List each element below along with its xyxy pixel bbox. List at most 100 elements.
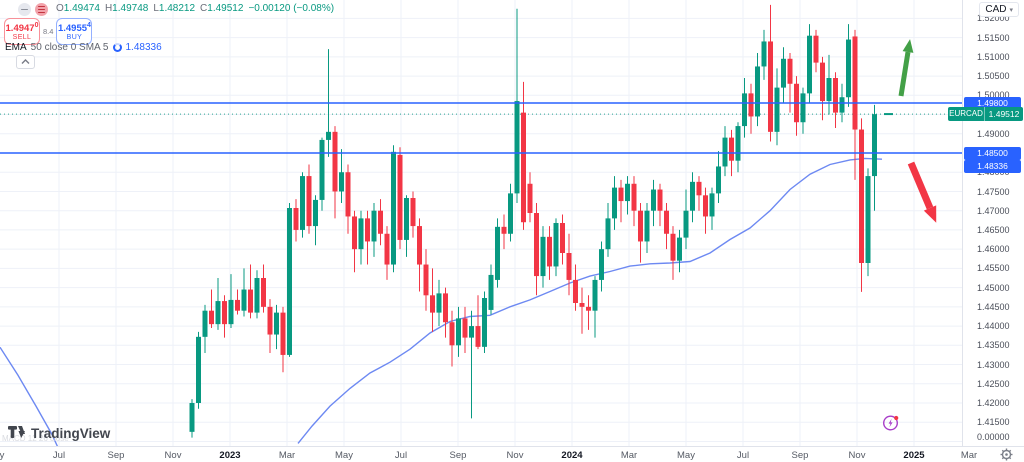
time-axis-label: 2023 bbox=[219, 450, 241, 461]
indicator-name: EMA bbox=[5, 42, 27, 53]
candle-body bbox=[514, 101, 520, 194]
candle-body bbox=[709, 193, 715, 217]
candle-body bbox=[319, 139, 325, 200]
candle-body bbox=[371, 210, 377, 242]
candle-body bbox=[423, 264, 429, 296]
time-axis[interactable]: y Jul Sep Nov 2023 Mar May Jul Sep Nov 2024 Mar May J… bbox=[0, 446, 1024, 462]
candle-body bbox=[462, 318, 468, 338]
price-axis[interactable]: 1.52000 1.51500 1.51000 1.50500 1.50000 1.490… bbox=[962, 0, 1024, 446]
currency-value: CAD bbox=[985, 4, 1007, 15]
symbol-row-icons bbox=[18, 3, 48, 16]
candle-body bbox=[638, 210, 643, 242]
trend-arrow-up-head bbox=[902, 39, 914, 53]
level-price-badge-1[interactable]: 1.49800 bbox=[964, 96, 1021, 110]
candle-body bbox=[859, 129, 864, 263]
candle-body bbox=[781, 58, 786, 88]
axis-settings-gear-icon[interactable] bbox=[1000, 448, 1013, 461]
ema-line bbox=[297, 157, 883, 444]
candle-body bbox=[209, 310, 214, 325]
price-axis-label: 1.43500 bbox=[977, 340, 1010, 351]
candle-body bbox=[774, 87, 780, 132]
candle-body bbox=[566, 253, 572, 280]
candle-body bbox=[410, 198, 416, 227]
collapse-circle-icon[interactable] bbox=[18, 3, 31, 16]
candle-body bbox=[742, 93, 747, 127]
trend-arrow-down bbox=[907, 161, 934, 210]
trend-arrow-down-head bbox=[923, 205, 937, 223]
candle-body bbox=[612, 187, 617, 219]
candle-body bbox=[872, 114, 877, 177]
spread-value: 8.4 bbox=[43, 27, 54, 36]
candle-body bbox=[768, 41, 773, 132]
time-axis-label: Jul bbox=[736, 450, 750, 461]
candle-body bbox=[820, 62, 825, 102]
candle-body bbox=[469, 326, 474, 338]
time-axis-label: Jul bbox=[394, 450, 408, 461]
trend-arrow-up bbox=[898, 51, 911, 97]
candle-body bbox=[748, 93, 754, 117]
candle-body bbox=[274, 312, 279, 335]
candle-body bbox=[202, 310, 208, 337]
tradingview-logo-text: TradingView bbox=[31, 426, 111, 441]
change-value: −0.00120 (−0.08%) bbox=[248, 3, 335, 14]
candle-body bbox=[787, 58, 793, 84]
high-value: 1.49748 bbox=[112, 3, 149, 14]
candle-body bbox=[540, 236, 546, 277]
time-axis-label: Sep bbox=[791, 450, 809, 461]
candle-body bbox=[553, 223, 559, 267]
candle-body bbox=[534, 213, 539, 277]
time-axis-label: May bbox=[677, 450, 695, 461]
buy-button[interactable]: 1.49554 BUY bbox=[56, 18, 93, 45]
candle-body bbox=[579, 303, 585, 307]
menu-circle-icon[interactable] bbox=[35, 3, 48, 16]
buy-price-pip: 4 bbox=[87, 21, 91, 29]
level-price-badge-2[interactable]: 1.48500 bbox=[964, 146, 1021, 160]
candle-body bbox=[248, 289, 253, 313]
trade-buttons: 1.49470 SELL 8.4 1.49554 BUY bbox=[4, 18, 93, 45]
chevron-up-icon bbox=[21, 59, 30, 64]
indicator-params: 50 close 0 SMA 5 bbox=[30, 42, 109, 53]
candle-body bbox=[644, 210, 650, 242]
candle-body bbox=[586, 306, 591, 311]
candle-body bbox=[664, 210, 669, 234]
candle-body bbox=[417, 226, 422, 265]
candle-body bbox=[839, 97, 845, 113]
candle-body bbox=[800, 93, 806, 123]
candle-body bbox=[833, 78, 838, 113]
candle-body bbox=[599, 249, 604, 280]
candle-body bbox=[189, 403, 195, 432]
notification-dot bbox=[894, 415, 899, 421]
candle-body bbox=[761, 41, 767, 67]
candle-body bbox=[527, 183, 533, 213]
candle-body bbox=[449, 322, 455, 346]
candle-body bbox=[384, 233, 390, 265]
time-axis-label: Nov bbox=[164, 450, 182, 461]
candle-body bbox=[430, 295, 435, 313]
candle-body bbox=[397, 154, 403, 240]
candle-body bbox=[391, 151, 396, 265]
buy-price: 1.4955 bbox=[57, 23, 88, 35]
indicator-legend[interactable]: EMA 50 close 0 SMA 5 1.48336 bbox=[5, 42, 162, 53]
candle-body bbox=[865, 176, 871, 263]
tradingview-logo[interactable]: TradingView bbox=[8, 426, 110, 441]
indicator-loading-icon bbox=[112, 43, 122, 52]
chevron-down-icon: ▾ bbox=[1009, 6, 1013, 14]
price-chart-canvas[interactable] bbox=[0, 0, 962, 446]
candle-body bbox=[735, 126, 741, 161]
candle-body bbox=[475, 326, 481, 347]
candle-body bbox=[326, 131, 331, 140]
candle-body bbox=[235, 299, 240, 311]
candle-body bbox=[495, 226, 500, 280]
legend-collapse-button[interactable] bbox=[16, 55, 35, 69]
candle-body bbox=[501, 226, 507, 234]
quick-trade-flash-icon[interactable] bbox=[882, 414, 900, 432]
close-value: 1.49512 bbox=[207, 3, 244, 14]
time-axis-label: 2024 bbox=[561, 450, 583, 461]
time-axis-label: Nov bbox=[848, 450, 866, 461]
price-axis-label: 1.46000 bbox=[977, 244, 1010, 255]
ema-price-badge: 1.48336 bbox=[964, 159, 1021, 173]
sell-button[interactable]: 1.49470 SELL bbox=[4, 18, 40, 45]
candle-body bbox=[683, 210, 689, 238]
candle-body bbox=[716, 166, 721, 194]
currency-selector[interactable]: CAD ▾ bbox=[979, 2, 1019, 17]
